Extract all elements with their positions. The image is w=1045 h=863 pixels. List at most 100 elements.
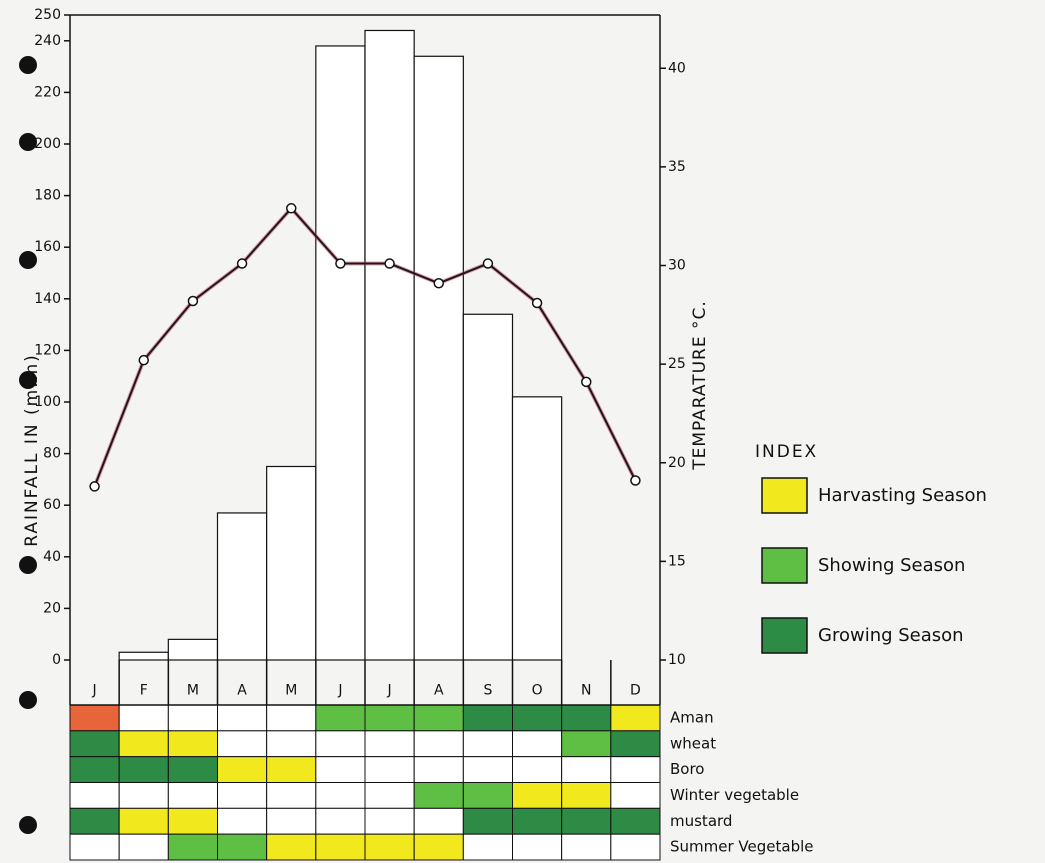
calendar-cell [413,833,464,861]
calendar-cell [217,782,268,809]
y-tick-label: 40 [43,549,61,565]
temperature-point [482,258,494,269]
calendar-cell [512,782,563,809]
calendar-cell [315,704,366,732]
calendar-cell [167,833,218,861]
calendar-cell [512,833,563,861]
calendar-cell [561,807,612,835]
calendar-cell [217,756,268,784]
calendar-cell [364,756,415,784]
y-tick-label: 160 [34,239,61,255]
crop-label: Summer Vegetable [670,838,813,856]
calendar-cell [413,782,464,809]
y-axis-title: RAINFALL IN (m.m) [22,353,42,547]
calendar-cell [610,782,661,809]
calendar-cell [462,807,514,835]
month-label: D [630,683,641,699]
calendar-cell [69,756,120,784]
bar [216,512,268,661]
temperature-point [335,258,346,269]
calendar-cell [462,704,514,732]
calendar-cell [217,704,268,732]
calendar-cell [561,756,612,784]
calendar-cell [266,704,317,732]
y-tick-label: 0 [52,652,61,668]
y2-axis-title: TEMPARATURE °C. [690,300,710,471]
calendar-cell [315,782,366,809]
month-label: J [387,683,392,699]
bar [511,396,563,661]
y2-tick-label: 40 [668,60,686,76]
calendar-cell [512,756,563,784]
calendar-cell [167,704,218,732]
month-label: A [434,683,444,699]
y-tick-label: 250 [34,7,61,23]
y-tick-label: 120 [34,342,61,358]
calendar-cell [610,807,661,835]
calendar-cell [610,730,661,758]
calendar-cell [462,782,514,809]
y2-tick-label: 15 [668,553,686,569]
y2-tick-label: 20 [668,455,686,471]
bar [167,638,219,661]
y2-tick-label: 35 [668,159,686,175]
calendar-cell [167,756,218,784]
temperature-point [384,258,395,269]
calendar-cell [266,807,317,835]
calendar-cell [610,704,661,732]
y-tick-label: 180 [34,188,61,204]
bar [118,651,169,661]
bar [315,45,366,661]
calendar-cell [266,756,317,784]
temperature-point [187,295,199,307]
calendar-cell [118,756,169,784]
calendar-cell [561,730,612,758]
y2-tick-label: 10 [668,652,686,668]
calendar-cell [512,807,563,835]
y-tick-label: 80 [43,446,61,462]
calendar-cell [364,704,415,732]
crop-label: mustard [670,812,732,830]
temperature-point [236,258,248,269]
index-swatch [761,617,808,654]
calendar-cell [413,756,464,784]
index-label: Harvasting Season [818,485,987,506]
month-label: N [581,683,591,699]
calendar-cell [69,782,120,809]
calendar-cell [364,782,415,809]
calendar-cell [315,807,366,835]
bar [413,55,464,661]
month-label: M [285,683,297,699]
crop-label: Boro [670,760,704,778]
calendar-cell [217,807,268,835]
bar [462,313,514,661]
month-label: S [483,683,492,699]
y-tick-label: 100 [34,394,61,410]
calendar-cell [610,756,661,784]
temperature-point [89,481,100,492]
calendar-cell [315,833,366,861]
month-label: J [337,683,342,699]
calendar-cell [118,704,169,732]
index-title: INDEX [755,442,818,462]
bar [266,465,317,661]
calendar-cell [167,730,218,758]
y2-tick-label: 30 [668,258,686,274]
crop-label: Aman [670,708,714,726]
month-label: F [140,683,148,699]
calendar-cell [266,730,317,758]
calendar-cell [217,730,268,758]
month-label: O [532,683,543,699]
calendar-cell [69,833,120,861]
index-swatch [761,477,808,514]
calendar-cell [118,807,169,835]
calendar-cell [364,730,415,758]
calendar-cell [413,807,464,835]
punch-holes [19,56,37,834]
y-tick-label: 200 [34,136,61,152]
y-tick-label: 220 [34,84,61,100]
crop-label: wheat [670,734,716,752]
temperature-point [138,354,149,366]
calendar-cell [512,730,563,758]
